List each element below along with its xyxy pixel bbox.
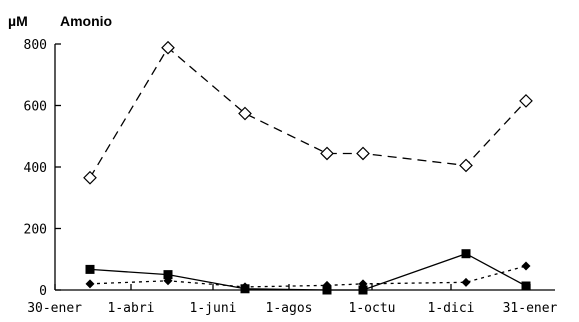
- x-tick-label: 1-dici: [428, 301, 475, 316]
- x-tick-label: 1-octu: [349, 301, 396, 316]
- data-point-filled-diamond: [521, 261, 531, 271]
- data-point-filled-square: [322, 285, 332, 295]
- y-tick-label: 200: [24, 223, 47, 238]
- data-point-open-diamond: [356, 146, 370, 161]
- chart-title: Amonio: [60, 13, 112, 29]
- ticks: 0 200 400 600 800 30-ener 1-abri 1-juni 1-agos 1-…: [24, 38, 558, 316]
- data-point-filled-diamond: [461, 277, 471, 287]
- x-tick-label: 1-agos: [266, 301, 313, 316]
- data-point-filled-square: [85, 264, 95, 274]
- data-point-open-diamond: [519, 94, 533, 108]
- markers: [83, 40, 533, 295]
- y-tick-label: 800: [24, 38, 47, 53]
- series-line-1: [89, 46, 527, 179]
- series-line-2: [89, 253, 527, 291]
- data-point-open-diamond: [238, 106, 252, 121]
- data-point-filled-square: [358, 285, 368, 295]
- data-point-filled-diamond: [358, 279, 368, 289]
- y-tick-label: 0: [39, 284, 47, 299]
- x-tick-label: 30-ener: [27, 301, 82, 316]
- x-tick-label: 31-ener: [503, 301, 558, 316]
- x-tick-label: 1-juni: [190, 301, 237, 316]
- y-tick-label: 600: [24, 100, 47, 115]
- data-point-filled-square: [461, 249, 471, 259]
- y-axis-label: µM: [8, 13, 28, 29]
- data-point-open-diamond: [320, 146, 334, 161]
- data-point-open-diamond: [83, 170, 97, 185]
- series-lines: [89, 46, 527, 291]
- data-point-open-diamond: [459, 158, 473, 173]
- data-point-filled-diamond: [322, 280, 332, 290]
- axes: [54, 44, 555, 291]
- data-point-filled-diamond: [240, 282, 250, 292]
- series-line-3: [89, 265, 527, 288]
- data-point-open-diamond: [161, 40, 175, 55]
- y-tick-label: 400: [24, 161, 47, 176]
- data-point-filled-square: [521, 281, 531, 291]
- data-point-filled-diamond: [163, 276, 173, 286]
- x-tick-label: 1-abri: [108, 301, 155, 316]
- data-point-filled-square: [163, 270, 173, 280]
- data-point-filled-diamond: [85, 279, 95, 289]
